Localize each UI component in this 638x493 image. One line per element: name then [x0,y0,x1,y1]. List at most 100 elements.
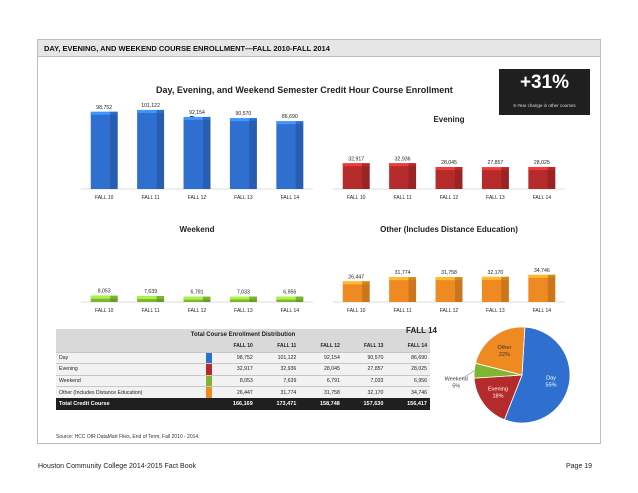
table-col-header: FALL 14 [386,340,430,352]
bar-shade [295,296,304,302]
panel-header: DAY, EVENING, AND WEEKEND COURSE ENROLLM… [38,40,600,57]
row-swatch [206,351,213,364]
bar-highlight [183,296,211,300]
data-label: 6,791 [191,290,204,296]
bar-shade [110,111,118,189]
data-label: 98,752 [96,105,112,111]
pie-title: FALL 14 [406,326,437,335]
bar-chart-1: Evening 32,917 FALL 10 32,936 FALL 11 28,045 F… [333,115,565,201]
bar-shade [454,277,463,302]
pie-label: Evening [488,387,508,393]
table-header-blank [56,340,207,352]
change-value: +31% [519,72,570,93]
tick-label: FALL 12 [440,308,459,314]
table-total-row: Total Credit Course 166,169 173,471 158,… [56,398,430,410]
bar-shade [202,296,211,302]
bar-shade [249,118,257,189]
data-label: 7,033 [237,290,250,296]
footer-right: Page 19 [566,463,593,470]
table-header-swatch [206,340,213,352]
table-cell: 31,774 [255,386,300,398]
total-cell: 166,169 [212,398,256,410]
tick-label: FALL 12 [188,308,207,314]
tick-label: FALL 14 [281,195,300,201]
bar-highlight [276,121,304,125]
leader-line [462,370,475,379]
data-label: 31,774 [395,270,411,276]
bar-highlight [137,296,165,300]
row-label: Weekend [56,374,207,387]
bar-shade [362,163,370,189]
row-label: Evening [56,363,207,375]
tick-label: FALL 11 [394,195,412,201]
table-cell: 28,045 [299,363,343,375]
data-label: 32,170 [487,270,503,276]
row-swatch [206,363,213,375]
bar-shade [249,296,257,302]
bar-highlight [435,277,463,281]
bar-highlight [389,277,417,281]
bar-highlight [229,118,257,122]
bar-shade [547,274,556,302]
tick-label: FALL 10 [95,195,114,201]
total-label: Total Credit Course [56,398,213,410]
bar-highlight [528,274,556,278]
tick-label: FALL 10 [347,308,366,314]
bar-highlight [389,163,417,167]
data-label: 101,122 [141,103,160,109]
data-label: 6,956 [283,290,296,296]
table-cell: 32,917 [212,363,256,375]
data-label: 28,045 [441,160,457,166]
data-label: 86,690 [282,114,298,120]
bar-shade [156,109,165,189]
bar-highlight [90,111,118,115]
bar-shade [202,116,211,189]
pie-pct: 18% [492,394,503,400]
pie-pct: 5% [452,384,460,390]
table-cell: 34,746 [386,386,430,398]
data-label: 31,758 [441,270,457,276]
tick-label: FALL 12 [440,195,459,201]
row-swatch [206,374,213,387]
bar-shade [501,276,509,302]
tick-label: FALL 14 [281,308,300,314]
main-title: Day, Evening, and Weekend Semester Credi… [156,85,453,95]
table-col-header: FALL 13 [342,340,387,352]
table-row: Evening 32,917 32,936 28,045 27,857 28,0… [56,363,430,375]
enrollment-table: Total Course Enrollment Distribution FAL… [56,329,430,410]
table-cell: 86,690 [386,351,430,364]
bar-highlight [342,281,370,285]
table-title: Total Course Enrollment Distribution [56,329,430,341]
data-label: 27,857 [487,160,503,166]
data-label: 90,570 [235,111,251,117]
table-cell: 6,956 [386,374,430,387]
row-label: Day [56,351,207,364]
bar-highlight [528,167,556,171]
table-col-header: FALL 11 [255,340,300,352]
data-label: 7,639 [144,289,157,295]
total-cell: 156,417 [386,398,430,410]
table-cell: 7,639 [255,374,300,387]
data-label: 92,154 [189,110,205,116]
pie-label: Other [498,345,512,351]
bar-shade [408,163,417,189]
pie-slice [474,326,526,376]
bar-highlight [435,167,463,171]
total-cell: 157,630 [342,398,387,410]
table-cell: 8,053 [212,374,256,387]
tick-label: FALL 12 [188,195,207,201]
bar-shade [547,167,556,189]
fact-book-panel: DAY, EVENING, AND WEEKEND COURSE ENROLLM… [37,39,601,444]
change-badge: +31% 5-Year change in other courses [499,69,590,115]
table-cell: 98,752 [212,351,256,364]
bar-shade [110,295,118,302]
table-cell: 28,025 [386,363,430,375]
table-cell: 7,033 [342,374,387,387]
table-row: Day 98,752 101,122 92,154 90,570 86,690 [56,351,430,364]
bar-highlight [481,167,509,171]
total-cell: 158,748 [299,398,343,410]
bar-highlight [229,296,257,300]
pie-slice [503,326,571,424]
bar-chart-2: Weekend 8,053 FALL 10 7,639 FALL 11 6,791 FALL… [81,225,313,314]
